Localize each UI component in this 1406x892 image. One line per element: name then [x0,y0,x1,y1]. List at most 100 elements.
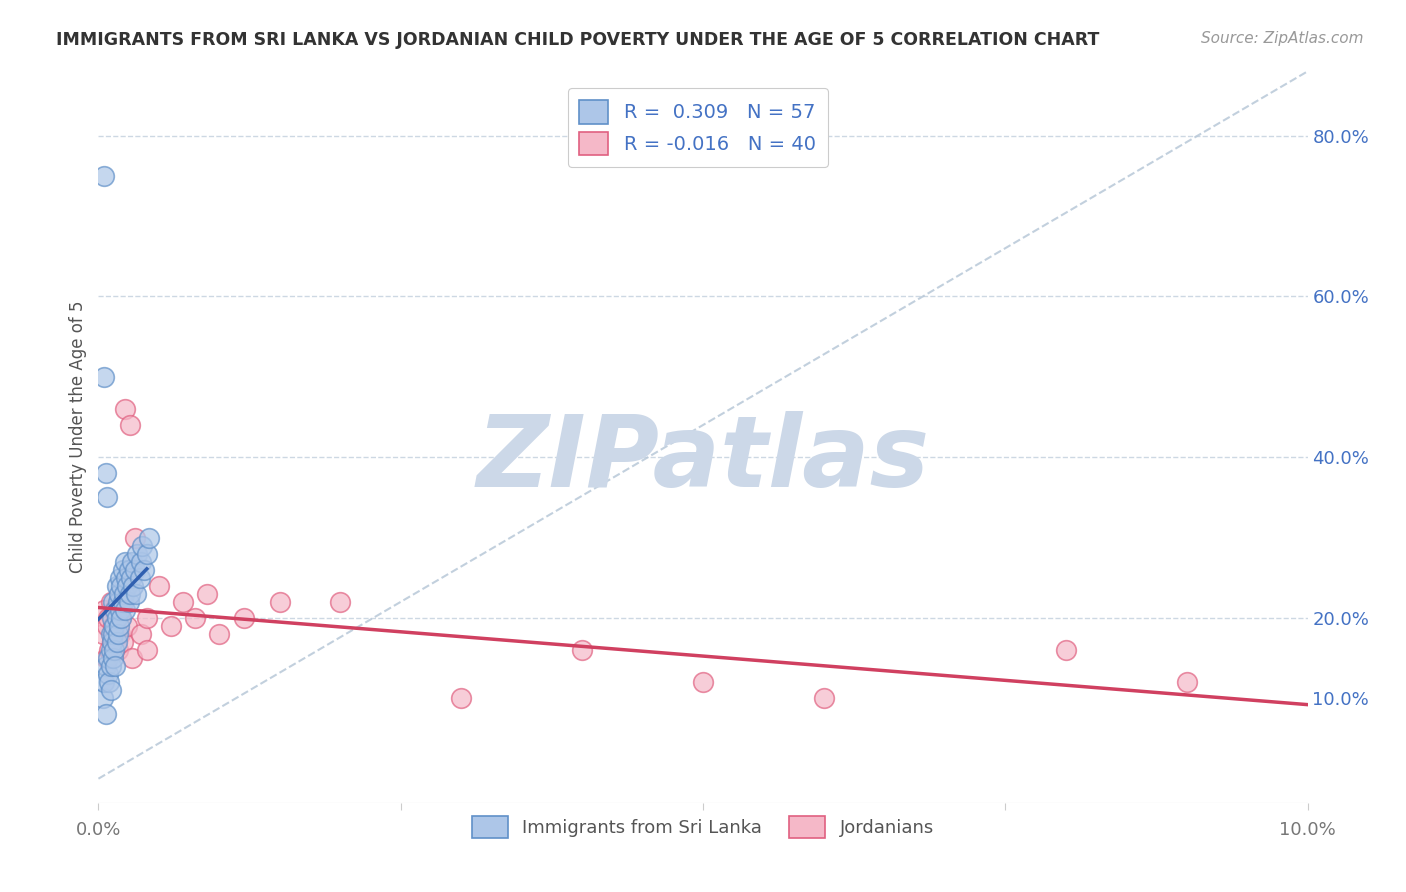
Point [110,611,132,625]
Point [91,691,114,706]
Point [105,579,128,593]
Point [1175,675,1198,690]
Point [195,587,218,601]
Point [269,595,291,609]
Point [121,555,143,569]
Point [107,627,129,641]
Point [118,417,141,432]
Point [329,595,352,609]
Point [110,611,132,625]
Point [100,643,122,657]
Point [100,611,122,625]
Point [121,651,143,665]
Point [114,603,136,617]
Point [94,651,117,665]
Point [93,603,115,617]
Point [94,467,117,481]
Point [108,587,131,601]
Point [101,619,124,633]
Point [101,595,124,609]
Point [115,571,138,585]
Point [103,603,125,617]
Point [103,643,125,657]
Point [103,619,125,633]
Point [96,619,118,633]
Point [135,643,157,657]
Point [93,369,115,384]
Point [118,563,141,577]
Point [104,627,127,641]
Point [111,595,134,609]
Point [127,547,149,561]
Point [124,531,146,545]
Point [100,595,122,609]
Point [131,539,153,553]
Point [148,579,170,593]
Point [160,619,183,633]
Text: ZIPatlas: ZIPatlas [477,410,929,508]
Point [128,571,150,585]
Point [100,627,122,641]
Point [124,563,146,577]
Point [111,635,134,649]
Point [208,627,231,641]
Point [93,169,115,183]
Point [232,611,254,625]
Point [105,635,128,649]
Point [107,643,129,657]
Text: Source: ZipAtlas.com: Source: ZipAtlas.com [1201,31,1364,46]
Point [118,595,141,609]
Point [114,555,136,569]
Point [108,603,131,617]
Point [91,627,114,641]
Point [101,651,124,665]
Point [138,531,160,545]
Point [108,595,131,609]
Point [110,579,132,593]
Point [118,587,141,601]
Point [129,555,152,569]
Point [108,627,131,641]
Point [134,563,156,577]
Point [129,627,152,641]
Point [105,611,128,625]
Point [111,563,134,577]
Point [122,579,145,593]
Point [135,547,157,561]
Point [125,587,148,601]
Point [120,571,142,585]
Point [692,675,714,690]
Point [450,691,472,706]
Point [96,491,118,505]
Point [105,611,128,625]
Point [104,659,127,673]
Point [172,595,194,609]
Point [112,587,135,601]
Point [135,611,157,625]
Point [97,667,120,681]
Point [100,635,122,649]
Point [94,707,117,722]
Point [114,401,136,416]
Point [117,579,139,593]
Point [100,659,122,673]
Legend: Immigrants from Sri Lanka, Jordanians: Immigrants from Sri Lanka, Jordanians [464,808,942,845]
Point [98,643,121,657]
Point [97,611,120,625]
Point [100,683,122,698]
Point [98,675,121,690]
Point [117,619,139,633]
Point [184,611,207,625]
Point [1054,643,1077,657]
Point [93,675,115,690]
Point [813,691,835,706]
Text: IMMIGRANTS FROM SRI LANKA VS JORDANIAN CHILD POVERTY UNDER THE AGE OF 5 CORRELAT: IMMIGRANTS FROM SRI LANKA VS JORDANIAN C… [56,31,1099,49]
Y-axis label: Child Poverty Under the Age of 5: Child Poverty Under the Age of 5 [69,301,87,574]
Point [104,603,127,617]
Point [101,627,124,641]
Point [571,643,593,657]
Point [100,635,122,649]
Point [94,659,117,673]
Point [107,595,129,609]
Point [108,571,131,585]
